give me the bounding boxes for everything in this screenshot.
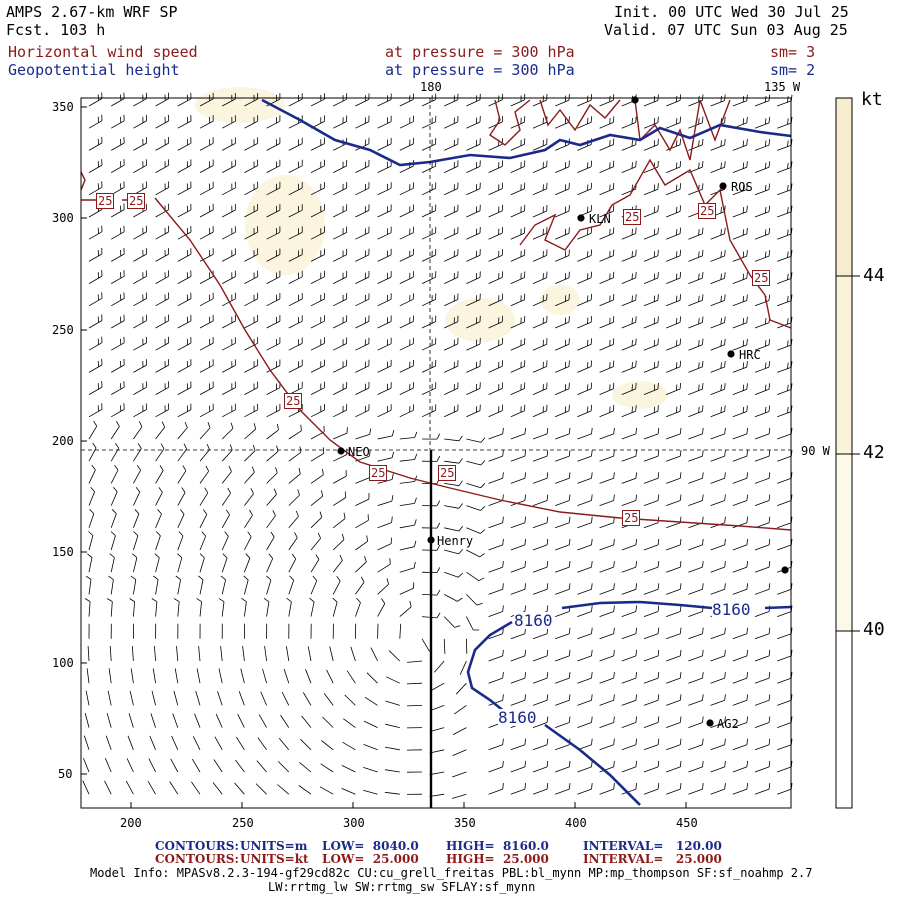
speed-contour-label: 25 <box>369 465 388 481</box>
lon-90w-label: 90 W <box>801 444 830 458</box>
height-contour-label: 8160 <box>712 600 751 619</box>
colorbar-band <box>836 276 852 454</box>
station-marker <box>577 214 585 222</box>
colorbar-band <box>836 454 852 631</box>
shading-patch <box>245 175 325 275</box>
y-tick-label: 50 <box>58 767 73 781</box>
colorbar-band <box>836 631 852 808</box>
forecast-hour: Fcst. 103 h <box>6 21 106 39</box>
map-border <box>80 97 792 809</box>
station-marker <box>427 536 435 544</box>
valid-time: Valid. 07 UTC Sun 03 Aug 25 <box>604 21 848 39</box>
contour2-name: CONTOURS: <box>155 852 239 866</box>
speed-contour-label: 25 <box>698 203 717 219</box>
station-label: AG2 <box>717 717 739 731</box>
x-tick-label: 250 <box>232 816 254 830</box>
speed-contour-label: 25 <box>284 393 303 409</box>
speed-contour-label: 25 <box>623 209 642 225</box>
colorbar-border <box>835 97 853 809</box>
model-title: AMPS 2.67-km WRF SP <box>6 3 178 21</box>
station-label: ROS <box>731 180 753 194</box>
contour1-high: HIGH= 8160.0 <box>446 839 549 853</box>
station-label: Henry <box>437 534 474 548</box>
map-frame <box>80 97 792 809</box>
field1-level: at pressure = 300 hPa <box>385 43 575 61</box>
colorbar-unit: kt <box>861 89 883 110</box>
field2-name: Geopotential height <box>8 61 180 79</box>
height-contour-label: 8160 <box>498 708 537 727</box>
station-marker <box>781 566 789 574</box>
contour2-high: HIGH= 25.000 <box>446 852 549 866</box>
speed-contour-label: 25 <box>438 465 457 481</box>
station-label: HRC <box>739 348 761 362</box>
contour2-low: LOW= 25.000 <box>322 852 419 866</box>
station-marker <box>631 96 639 104</box>
height-contour-line <box>544 723 641 806</box>
init-time: Init. 00 UTC Wed 30 Jul 25 <box>614 3 849 21</box>
station-marker <box>727 350 735 358</box>
shading-patch <box>540 285 580 315</box>
colorbar-band <box>836 98 852 276</box>
x-tick-label: 400 <box>565 816 587 830</box>
field2-level: at pressure = 300 hPa <box>385 61 575 79</box>
colorbar-label: 40 <box>863 619 885 640</box>
y-tick-label: 250 <box>52 323 74 337</box>
shading-patch <box>612 381 668 409</box>
station-marker <box>706 719 714 727</box>
field1-name: Horizontal wind speed <box>8 43 198 61</box>
wind-barbs <box>82 92 793 799</box>
lat-lon-lines <box>81 98 791 808</box>
station-label: KLN <box>589 212 611 226</box>
station-marker <box>719 182 727 190</box>
coastline-path <box>80 171 86 191</box>
wind-speed-shading <box>195 87 668 409</box>
lon-180-label: 180 <box>420 80 442 94</box>
speed-contour-label: 25 <box>96 193 115 209</box>
field1-smoothing: sm= 3 <box>770 43 816 61</box>
height-contour-label: 8160 <box>514 611 553 630</box>
speed-contour-label: 25 <box>622 510 641 526</box>
contour2-units: UNITS=kt <box>240 852 309 866</box>
colorbar-label: 42 <box>863 442 885 463</box>
y-tick-label: 200 <box>52 434 74 448</box>
model-info-line2: LW:rrtmg_lw SW:rrtmg_sw SFLAY:sf_mynn <box>268 880 536 894</box>
height-contour-line <box>466 620 513 714</box>
y-tick-label: 350 <box>52 100 74 114</box>
station-marker <box>337 447 345 455</box>
speed-contour-label: 25 <box>127 193 146 209</box>
lon-135w-label: 135 W <box>764 80 801 94</box>
model-info-line1: Model Info: MPASv8.2.3-194-gf29cd82c CU:… <box>90 866 813 880</box>
y-tick-label: 150 <box>52 545 74 559</box>
station-label: NEO <box>348 445 370 459</box>
y-tick-label: 100 <box>52 656 74 670</box>
height-contour-line <box>261 98 792 167</box>
y-tick-label: 300 <box>52 211 74 225</box>
contour1-low: LOW= 8040.0 <box>322 839 419 853</box>
x-tick-label: 200 <box>120 816 142 830</box>
x-tick-label: 300 <box>343 816 365 830</box>
height-contour-line <box>561 600 792 610</box>
speed-contour-label: 25 <box>752 270 771 286</box>
coastline-path <box>519 158 792 329</box>
field2-smoothing: sm= 2 <box>770 61 816 79</box>
coastline-path <box>489 99 731 161</box>
shading-patch <box>195 87 285 123</box>
contour2-interval: INTERVAL= 25.000 <box>583 852 722 866</box>
colorbar <box>835 97 860 809</box>
contour1-interval: INTERVAL= 120.00 <box>583 839 722 853</box>
coastline <box>80 99 792 329</box>
wind-barb-field <box>82 92 793 799</box>
x-tick-label: 450 <box>676 816 698 830</box>
x-tick-label: 350 <box>454 816 476 830</box>
contour1-name: CONTOURS: <box>155 839 239 853</box>
contour1-units: UNITS=m <box>240 839 308 853</box>
colorbar-label: 44 <box>863 265 885 286</box>
